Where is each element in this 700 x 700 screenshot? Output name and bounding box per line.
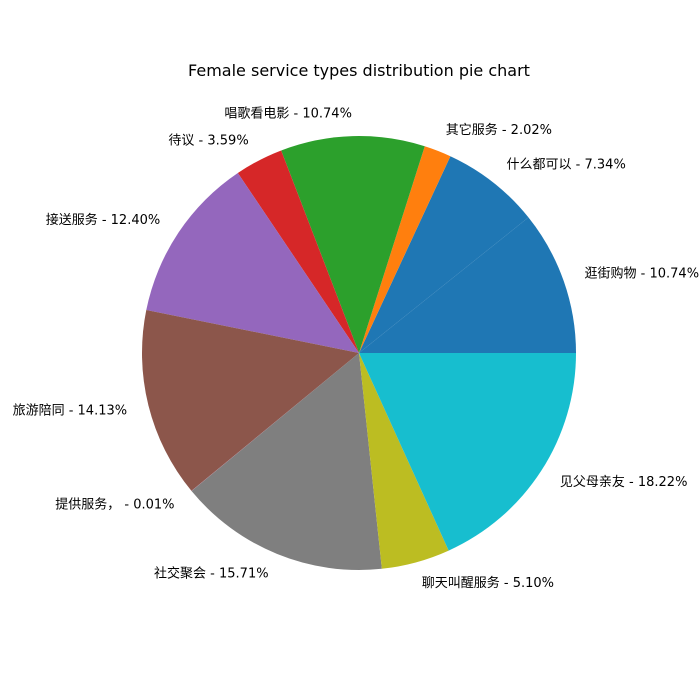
pie-slice	[237, 150, 359, 353]
pie-slice-label: 唱歌看电影 - 10.74%	[224, 106, 352, 122]
pie-slice	[141, 310, 359, 491]
pie-slice-label: 什么都可以 - 7.34%	[507, 157, 626, 172]
pie-slice-label: 社交聚会 - 15.71%	[154, 566, 269, 582]
pie-slice	[359, 217, 576, 353]
pie-slice-label: 见父母亲友 - 18.22%	[560, 474, 688, 490]
pie-slice-label: 逛街购物 - 10.74%	[585, 265, 700, 281]
pie-slice	[359, 353, 449, 569]
pie-slices	[141, 135, 576, 570]
pie-slice	[359, 146, 451, 353]
pie-slice-label: 提供服务， - 0.01%	[55, 496, 174, 512]
pie-slice	[359, 353, 576, 551]
pie-slice	[146, 172, 359, 353]
pie-slice-label: 其它服务 - 2.02%	[446, 122, 552, 138]
pie-slice-label: 旅游陪同 - 14.13%	[13, 403, 128, 418]
pie-slice	[281, 135, 425, 353]
pie-labels: 逛街购物 - 10.74% 什么都可以 - 7.34% 其它服务 - 2.02% 唱歌…	[13, 106, 699, 592]
pie-slice-label: 待议 - 3.59%	[168, 133, 248, 148]
pie-slice-label: 接送服务 - 12.40%	[46, 212, 161, 228]
pie-slice	[191, 353, 382, 570]
pie-slice	[359, 156, 529, 353]
chart-title: Female service types distribution pie ch…	[188, 61, 530, 80]
pie-slice-label: 聊天叫醒服务 - 5.10%	[422, 575, 554, 591]
pie-slice	[191, 353, 359, 492]
